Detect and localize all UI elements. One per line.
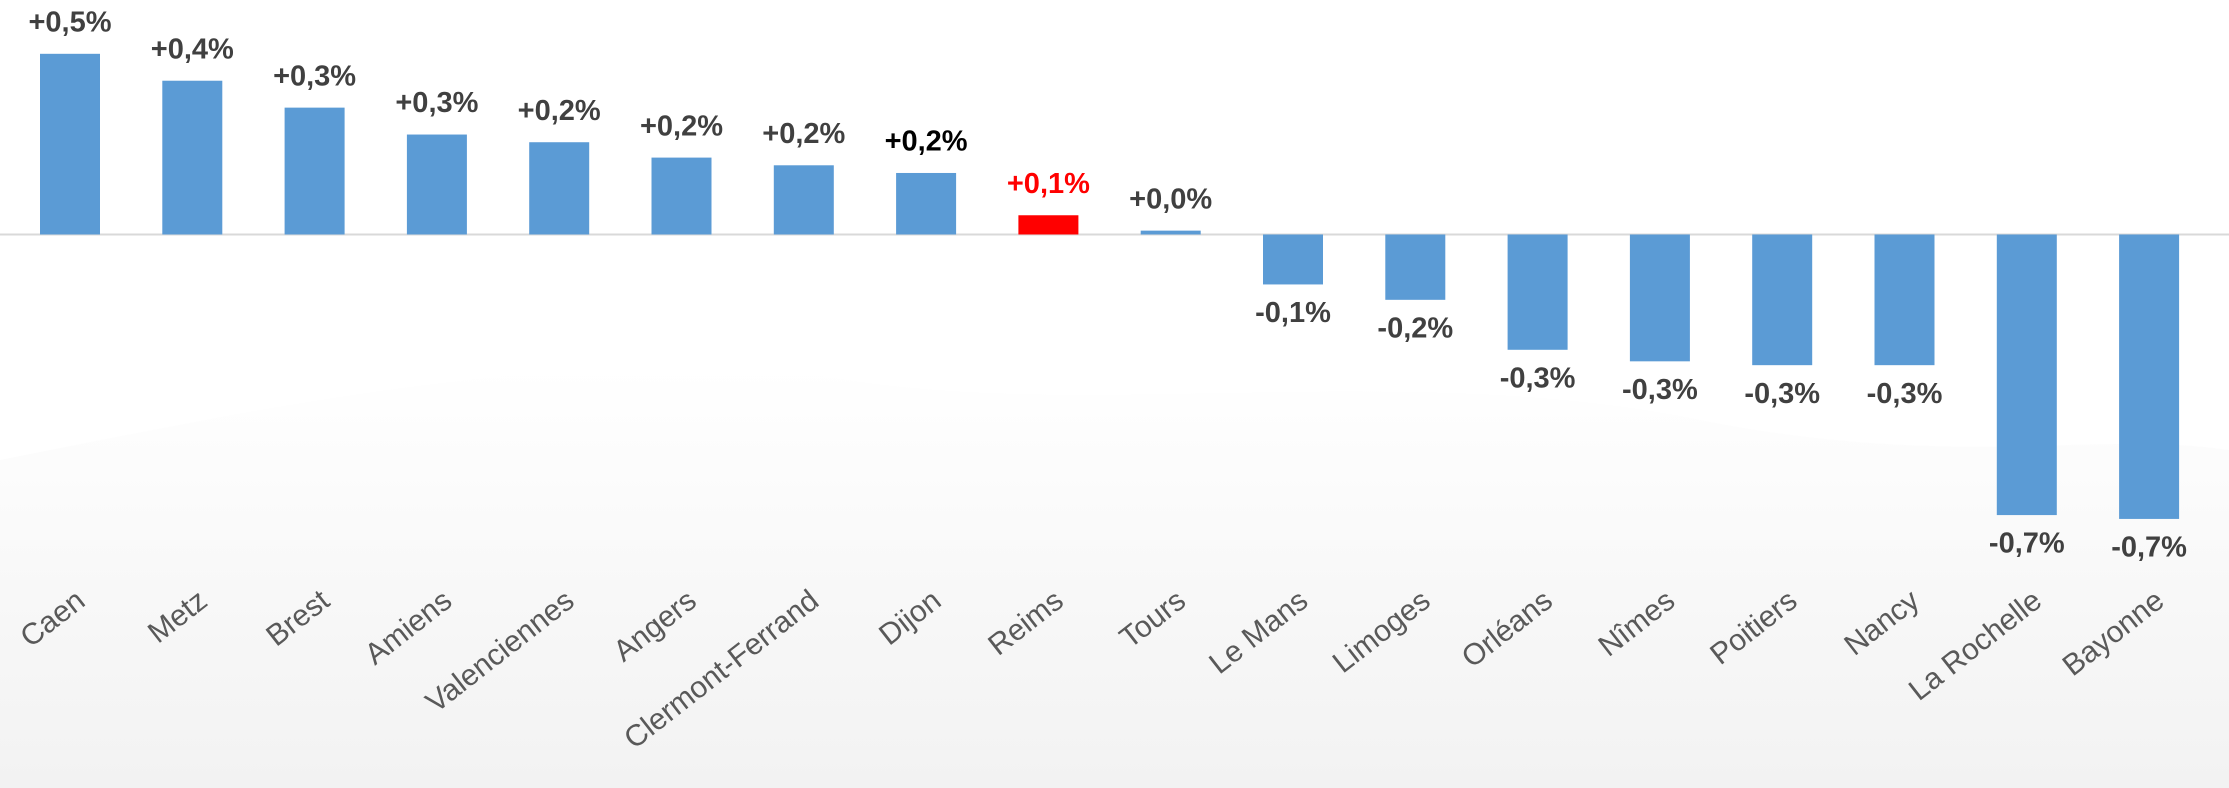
- value-label: -0,3%: [1867, 378, 1943, 410]
- value-label: +0,2%: [885, 126, 968, 158]
- value-label: +0,2%: [640, 110, 723, 142]
- bar: [284, 107, 345, 235]
- value-label: -0,7%: [2111, 532, 2187, 564]
- value-label: +0,1%: [1007, 168, 1090, 200]
- value-label: -0,3%: [1500, 362, 1576, 394]
- bar: [1874, 234, 1935, 366]
- bar: [773, 165, 834, 235]
- bar: [162, 80, 223, 235]
- bar: [40, 53, 100, 235]
- value-label: -0,3%: [1744, 378, 1820, 410]
- value-label: +0,2%: [518, 95, 601, 127]
- bar: [529, 142, 590, 235]
- value-label: +0,2%: [762, 118, 845, 150]
- bar: [1752, 234, 1813, 366]
- bar: [896, 172, 957, 235]
- value-label: +0,3%: [273, 60, 356, 92]
- bar: [1629, 234, 1690, 362]
- bar: [2119, 234, 2180, 519]
- background-mesh: [0, 367, 2229, 788]
- bar: [1263, 234, 1323, 285]
- value-label: -0,7%: [1989, 528, 2065, 560]
- value-label: -0,3%: [1622, 374, 1698, 406]
- value-label: -0,2%: [1377, 312, 1453, 344]
- value-label: +0,4%: [151, 33, 234, 65]
- bar: [651, 157, 712, 235]
- value-label: +0,5%: [28, 6, 111, 38]
- value-label: -0,1%: [1255, 297, 1331, 329]
- bar: [406, 134, 467, 235]
- bar: [1996, 234, 2057, 516]
- bar: [1507, 234, 1568, 350]
- value-label: +0,3%: [395, 87, 478, 119]
- value-label: +0,0%: [1129, 183, 1212, 215]
- bar: [1140, 230, 1201, 235]
- bar: [1018, 215, 1079, 235]
- bar: [1385, 234, 1446, 300]
